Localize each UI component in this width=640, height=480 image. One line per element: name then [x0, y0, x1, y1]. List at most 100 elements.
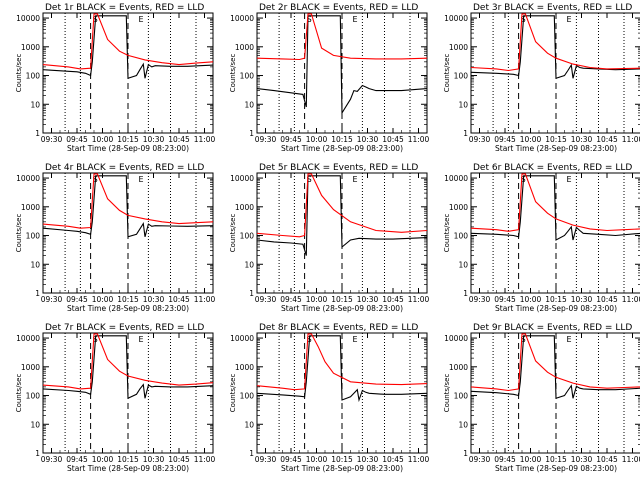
y-tick-label: 100: [240, 392, 255, 401]
x-tick-label: 10:30: [571, 295, 593, 304]
x-tick-label: 10:15: [545, 455, 567, 464]
series-group: [471, 173, 640, 241]
x-axis-label: Start Time (28-Sep-09 08:23:00): [281, 304, 403, 313]
x-tick-label: 11:00: [622, 295, 640, 304]
x-tick-label: 09:45: [494, 295, 516, 304]
y-axis-label: Counts/sec: [443, 214, 451, 253]
lld-series-line: [471, 333, 640, 392]
y-tick-label: 1000: [235, 43, 254, 52]
panel-legend-text: BLACK = Events, RED = LLD: [73, 3, 204, 13]
x-tick-label: 11:00: [408, 295, 430, 304]
series-group: [43, 333, 213, 400]
panel-legend-text: BLACK = Events, RED = LLD: [287, 323, 418, 333]
saa-start-marker: S: [307, 175, 312, 184]
x-tick-label: 10:30: [571, 455, 593, 464]
x-tick-label: 09:45: [494, 455, 516, 464]
y-tick-label: 1000: [21, 43, 40, 52]
lld-series-line: [43, 13, 213, 70]
x-tick-label: 10:30: [143, 295, 165, 304]
x-tick-label: 10:00: [306, 135, 328, 144]
panel-legend-text: BLACK = Events, RED = LLD: [501, 3, 632, 13]
y-tick-label: 100: [454, 232, 469, 241]
x-tick-label: 11:00: [194, 135, 216, 144]
y-tick-label: 1: [35, 289, 40, 298]
panel-legend-text: BLACK = Events, RED = LLD: [287, 163, 418, 173]
panel-title: Det 9r BLACK = Events, RED = LLD: [473, 323, 632, 333]
saa-end-marker: E: [567, 335, 572, 344]
panel-legend-text: BLACK = Events, RED = LLD: [287, 3, 418, 13]
y-tick-label: 100: [26, 392, 41, 401]
events-series-line: [257, 335, 427, 403]
events-series-line: [471, 175, 640, 241]
panel-legend-text: BLACK = Events, RED = LLD: [73, 323, 204, 333]
y-tick-label: 10000: [16, 14, 40, 23]
panel-title: Det 3r BLACK = Events, RED = LLD: [473, 3, 632, 13]
x-axis-label: Start Time (28-Sep-09 08:23:00): [495, 144, 617, 153]
panel-legend-text: BLACK = Events, RED = LLD: [73, 163, 204, 173]
series-group: [43, 173, 213, 238]
panel-legend-text: BLACK = Events, RED = LLD: [501, 163, 632, 173]
y-tick-label: 1: [463, 449, 468, 458]
x-tick-label: 10:45: [168, 135, 190, 144]
series-group: [471, 13, 640, 80]
x-tick-label: 09:30: [469, 135, 491, 144]
x-tick-label: 10:15: [331, 455, 353, 464]
x-tick-label: 11:00: [622, 135, 640, 144]
y-tick-label: 100: [240, 232, 255, 241]
series-group: [257, 333, 427, 403]
y-tick-label: 100: [454, 72, 469, 81]
x-tick-label: 09:30: [469, 295, 491, 304]
x-tick-label: 10:15: [545, 295, 567, 304]
x-tick-label: 10:15: [117, 295, 139, 304]
y-tick-label: 1: [35, 449, 40, 458]
detector-panel-3: Det 3r BLACK = Events, RED = LLD 1 10 100 10…: [443, 3, 640, 153]
y-tick-label: 10000: [16, 174, 40, 183]
x-tick-label: 11:00: [408, 135, 430, 144]
y-tick-label: 1000: [449, 203, 468, 212]
panel-legend-text: BLACK = Events, RED = LLD: [501, 323, 632, 333]
y-tick-label: 10000: [444, 174, 468, 183]
x-tick-label: 10:15: [117, 455, 139, 464]
x-tick-label: 09:45: [280, 455, 302, 464]
events-series-line: [43, 335, 213, 400]
y-tick-label: 1000: [449, 363, 468, 372]
x-tick-label: 10:45: [596, 455, 618, 464]
x-tick-label: 09:30: [255, 135, 277, 144]
x-axis-label: Start Time (28-Sep-09 08:23:00): [67, 464, 189, 473]
panel-title: Det 2r BLACK = Events, RED = LLD: [259, 3, 418, 13]
events-series-line: [43, 15, 213, 80]
x-axis-label: Start Time (28-Sep-09 08:23:00): [67, 144, 189, 153]
detector-panel-6: Det 6r BLACK = Events, RED = LLD 1 10 100 10…: [443, 163, 640, 313]
x-tick-label: 11:00: [194, 295, 216, 304]
lld-series-line: [43, 173, 213, 229]
y-axis-label: Counts/sec: [229, 374, 237, 413]
x-axis-label: Start Time (28-Sep-09 08:23:00): [495, 304, 617, 313]
x-axis-label: Start Time (28-Sep-09 08:23:00): [281, 464, 403, 473]
detector-panel-5: Det 5r BLACK = Events, RED = LLD 1 10 100 10…: [229, 163, 430, 313]
panel-detector-label: Det 5r: [259, 163, 288, 173]
y-tick-label: 1: [463, 129, 468, 138]
y-tick-label: 10: [30, 420, 40, 429]
x-tick-label: 09:45: [280, 135, 302, 144]
x-tick-label: 10:45: [596, 135, 618, 144]
x-tick-label: 09:45: [66, 295, 88, 304]
panel-detector-label: Det 4r: [45, 163, 74, 173]
x-tick-label: 10:00: [306, 295, 328, 304]
lld-series-line: [43, 333, 213, 390]
panel-detector-label: Det 7r: [45, 323, 74, 333]
series-group: [43, 13, 213, 80]
x-tick-label: 10:45: [382, 295, 404, 304]
events-series-line: [257, 175, 427, 256]
x-tick-label: 09:30: [255, 455, 277, 464]
x-tick-label: 10:45: [382, 135, 404, 144]
panel-detector-label: Det 2r: [259, 3, 288, 13]
y-axis-label: Counts/sec: [15, 374, 23, 413]
y-tick-label: 100: [26, 232, 41, 241]
x-tick-label: 09:30: [469, 455, 491, 464]
x-axis-label: Start Time (28-Sep-09 08:23:00): [281, 144, 403, 153]
panel-title: Det 6r BLACK = Events, RED = LLD: [473, 163, 632, 173]
panel-title: Det 5r BLACK = Events, RED = LLD: [259, 163, 418, 173]
panel-title: Det 8r BLACK = Events, RED = LLD: [259, 323, 418, 333]
y-axis-label: Counts/sec: [15, 54, 23, 93]
